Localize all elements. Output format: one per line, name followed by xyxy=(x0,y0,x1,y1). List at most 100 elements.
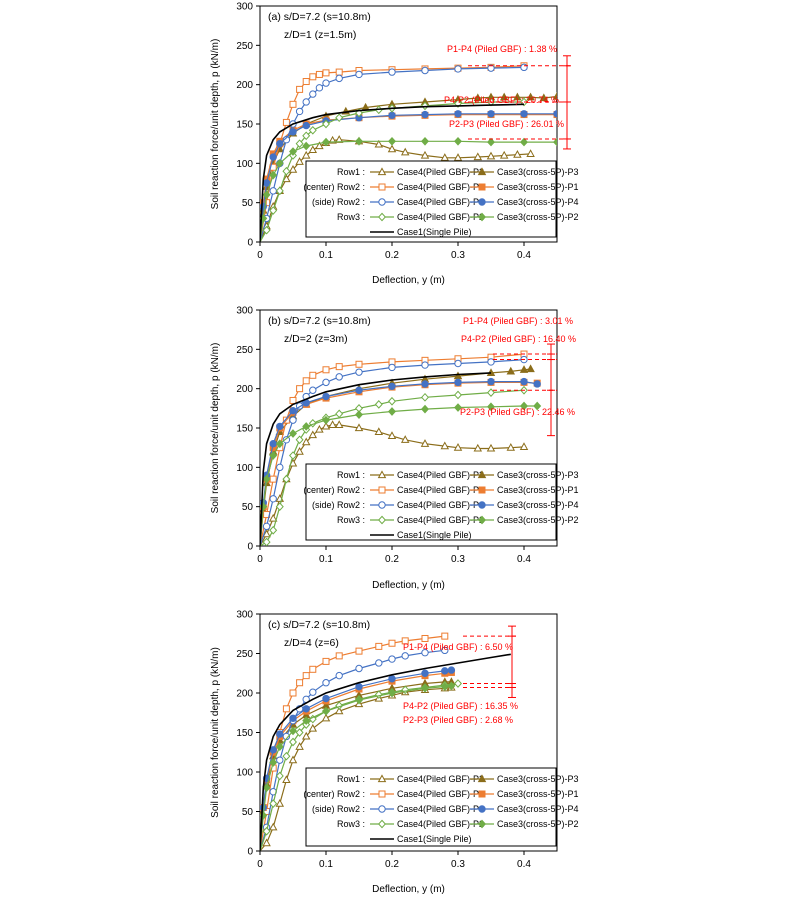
data-point xyxy=(295,107,304,116)
data-point xyxy=(269,799,278,808)
x-tick-label: 0 xyxy=(257,250,263,261)
data-point xyxy=(454,390,462,400)
y-tick-label: 0 xyxy=(247,238,253,249)
data-point xyxy=(453,443,463,451)
data-point xyxy=(296,85,304,93)
data-point xyxy=(269,440,277,448)
data-point xyxy=(520,63,528,72)
legend-swatch-marker xyxy=(477,167,487,176)
data-point xyxy=(454,679,462,688)
x-tick-label: 0.4 xyxy=(517,250,531,261)
plot-area xyxy=(260,350,542,546)
data-point xyxy=(454,110,462,118)
annotation-text: P4-P2 (Piled GBF) : 20.74 % xyxy=(444,95,559,105)
data-point xyxy=(269,170,278,180)
data-point xyxy=(388,396,396,406)
data-point xyxy=(513,92,522,101)
y-tick-label: 250 xyxy=(236,345,253,356)
data-point xyxy=(275,158,284,168)
data-point xyxy=(421,361,429,369)
legend-swatch-marker xyxy=(477,774,487,783)
depth-label: z/D=2 (z=3m) xyxy=(284,333,348,345)
data-point xyxy=(355,682,363,691)
data-point xyxy=(355,386,363,394)
y-tick-label: 50 xyxy=(242,502,254,513)
legend-row-label: (side) Row2 : xyxy=(312,804,365,814)
data-point xyxy=(289,429,297,438)
data-point xyxy=(282,705,290,713)
data-point xyxy=(262,225,271,235)
data-point xyxy=(421,634,429,642)
data-point xyxy=(301,731,311,740)
panel-title: (c) s/D=7.2 (s=10.8m) xyxy=(268,619,370,631)
series-c3p2 xyxy=(260,401,542,546)
data-point xyxy=(526,149,535,157)
legend-entry-c3p3: Case3(cross-5P)-P3 xyxy=(497,774,579,784)
legend-swatch-marker xyxy=(378,486,386,494)
data-point xyxy=(421,392,429,402)
x-tick-label: 0.3 xyxy=(451,250,465,261)
data-point xyxy=(499,92,509,101)
y-tick-label: 150 xyxy=(236,424,253,435)
data-point xyxy=(421,649,429,657)
data-point xyxy=(440,153,450,161)
legend-entry-c4p4: Case4(Piled GBF)-P4 xyxy=(397,500,484,510)
legend-swatch-marker xyxy=(477,470,487,479)
y-tick-label: 150 xyxy=(236,120,253,131)
data-point xyxy=(400,435,410,443)
series-c4p3 xyxy=(260,420,529,546)
data-point xyxy=(520,377,528,386)
data-point xyxy=(355,647,363,655)
data-point xyxy=(322,706,330,716)
data-point xyxy=(269,153,277,161)
y-tick-label: 300 xyxy=(236,610,253,621)
data-point xyxy=(421,66,429,75)
data-point xyxy=(302,716,311,725)
legend-entry-c4p3: Case4(Piled GBF)-P3 xyxy=(397,774,484,784)
data-point xyxy=(322,679,330,687)
data-point xyxy=(421,380,429,388)
legend-swatch-marker xyxy=(478,515,486,525)
data-point xyxy=(454,65,462,73)
y-axis-label: Soil reaction force/unit depth, p (kN/m) xyxy=(210,343,221,514)
series-line xyxy=(260,101,524,242)
y-tick-label: 200 xyxy=(236,80,253,91)
legend-entry-c3p1: Case3(cross-5P)-P1 xyxy=(497,485,579,495)
data-point xyxy=(447,666,456,674)
data-point xyxy=(487,110,495,118)
annotation-text: P4-P2 (Piled GBF) : 16.40 % xyxy=(461,334,576,344)
legend-swatch-marker xyxy=(378,183,386,191)
data-point xyxy=(374,427,384,436)
data-point xyxy=(513,150,522,158)
legend-swatch-marker xyxy=(378,515,386,525)
legend-swatch-marker xyxy=(378,819,386,829)
legend: Row1 : Case4(Piled GBF)-P3 Case3(cross-5P)… xyxy=(303,463,579,541)
data-point xyxy=(289,406,297,415)
data-point xyxy=(420,439,430,447)
legend-row-label: Row1 : xyxy=(337,470,365,480)
data-point xyxy=(388,688,396,698)
x-tick-label: 0.2 xyxy=(385,859,399,870)
y-tick-label: 250 xyxy=(236,41,253,52)
data-point xyxy=(539,93,549,102)
data-point xyxy=(282,136,291,144)
data-point xyxy=(296,385,304,393)
data-point xyxy=(295,157,304,165)
data-point xyxy=(262,179,271,187)
y-tick-label: 250 xyxy=(236,649,253,660)
y-tick-label: 100 xyxy=(236,768,253,779)
data-point xyxy=(335,409,344,419)
data-point xyxy=(275,502,284,512)
data-point xyxy=(335,373,343,381)
data-point xyxy=(387,431,397,439)
data-point xyxy=(454,378,462,387)
data-point xyxy=(268,513,278,522)
x-tick-label: 0 xyxy=(257,859,263,870)
y-axis-label: Soil reaction force/unit depth, p (kN/m) xyxy=(210,39,221,210)
data-point xyxy=(387,144,397,153)
data-point xyxy=(309,688,317,696)
data-point xyxy=(302,141,311,151)
data-point xyxy=(355,136,363,146)
x-tick-label: 0.3 xyxy=(451,554,465,565)
